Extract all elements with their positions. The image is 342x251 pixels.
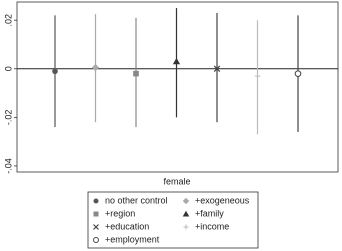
legend-label: no other control [105, 195, 168, 205]
x-axis-label: female [163, 176, 190, 186]
legend-box [87, 191, 259, 249]
y-tick-label: -.04 [3, 158, 13, 174]
legend-marker [93, 224, 99, 230]
legend-label: +family [195, 208, 224, 218]
legend-label: +region [105, 208, 135, 218]
legend-marker [183, 224, 189, 230]
legend-marker [182, 210, 190, 217]
y-tick-label: .02 [3, 14, 13, 27]
legend-label: +employment [105, 234, 160, 244]
y-tick-label: 0 [3, 66, 13, 71]
marker [254, 73, 261, 79]
legend-marker [93, 237, 99, 243]
marker [172, 57, 181, 65]
marker [133, 70, 139, 77]
legend-marker [93, 198, 99, 204]
marker [52, 68, 58, 75]
marker [91, 63, 100, 72]
marker [294, 70, 302, 77]
legend-label: +education [105, 221, 149, 231]
legend-marker [93, 211, 99, 217]
legend-label: +exogeneous [195, 195, 250, 205]
marker [213, 65, 221, 73]
legend-marker [182, 197, 190, 205]
plot-frame [16, 1, 339, 173]
y-tick-label: -.02 [3, 110, 13, 126]
legend-label: +income [195, 221, 229, 231]
